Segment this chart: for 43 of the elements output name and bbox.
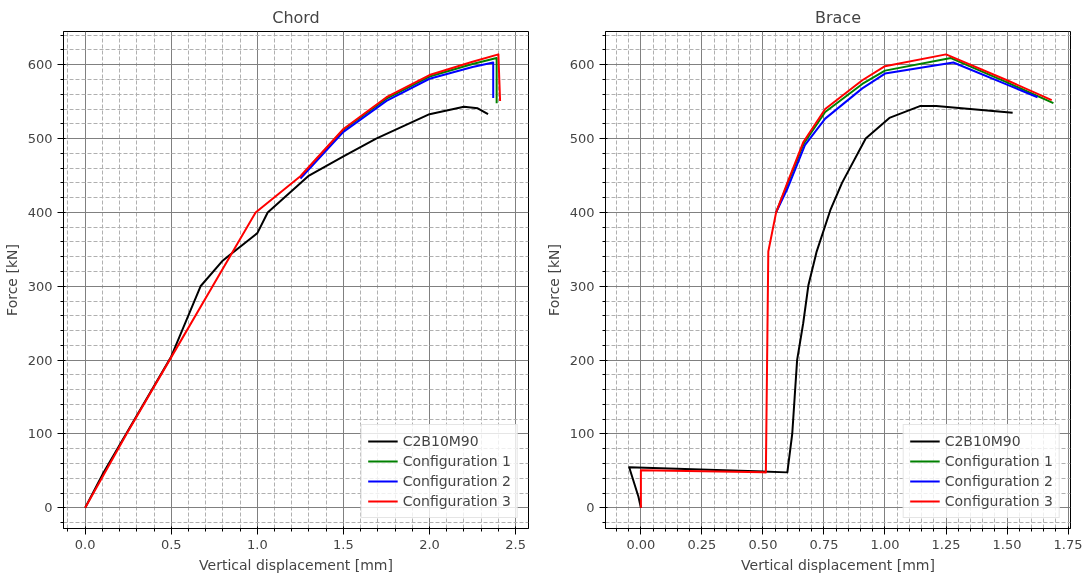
y-tick-label: 200 [27,352,53,368]
chart-title: Chord [272,7,320,27]
legend-label: C2B10M90 [402,433,479,449]
x-tick-label: 0.50 [748,536,778,552]
y-tick-label: 600 [27,57,53,73]
x-tick-label: 2.0 [419,536,440,552]
y-tick-label: 0 [44,500,53,516]
y-tick-label: 500 [569,131,595,147]
legend-label: C2B10M90 [944,433,1021,449]
y-tick-label: 400 [569,204,595,220]
y-axis-title: Force [kN] [3,244,20,316]
x-tick-label: 1.0 [247,536,268,552]
y-axis-title: Force [kN] [545,244,562,316]
x-axis-title: Vertical displacement [mm] [199,556,393,573]
y-tick-label: 600 [569,57,595,73]
y-tick-label: 200 [569,352,595,368]
y-tick-label: 300 [569,278,595,294]
x-axis-title: Vertical displacement [mm] [741,556,935,573]
legend-label: Configuration 3 [402,493,511,509]
x-tick-label: 1.75 [1053,536,1083,552]
x-tick-label: 2.5 [505,536,526,552]
x-tick-label: 0.0 [74,536,96,552]
x-tick-label: 1.5 [333,536,354,552]
y-tick-label: 100 [27,426,53,442]
x-tick-label: 0.00 [626,536,656,552]
x-tick-label: 1.50 [992,536,1022,552]
x-tick-label: 0.25 [687,536,717,552]
x-tick-label: 1.25 [931,536,961,552]
y-tick-label: 0 [586,500,595,516]
y-tick-label: 400 [27,204,53,220]
legend-label: Configuration 2 [944,473,1053,489]
x-tick-label: 0.75 [809,536,839,552]
legend-label: Configuration 3 [944,493,1053,509]
y-tick-label: 300 [27,278,53,294]
y-tick-label: 100 [569,426,595,442]
line-series [639,53,1053,509]
x-tick-label: 1.00 [870,536,900,552]
x-tick-label: 0.5 [160,536,182,552]
legend-label: Configuration 1 [402,453,511,469]
legend-label: Configuration 2 [402,473,511,489]
legend-label: Configuration 1 [944,453,1053,469]
y-tick-label: 500 [27,131,53,147]
chart-title: Brace [815,7,861,27]
